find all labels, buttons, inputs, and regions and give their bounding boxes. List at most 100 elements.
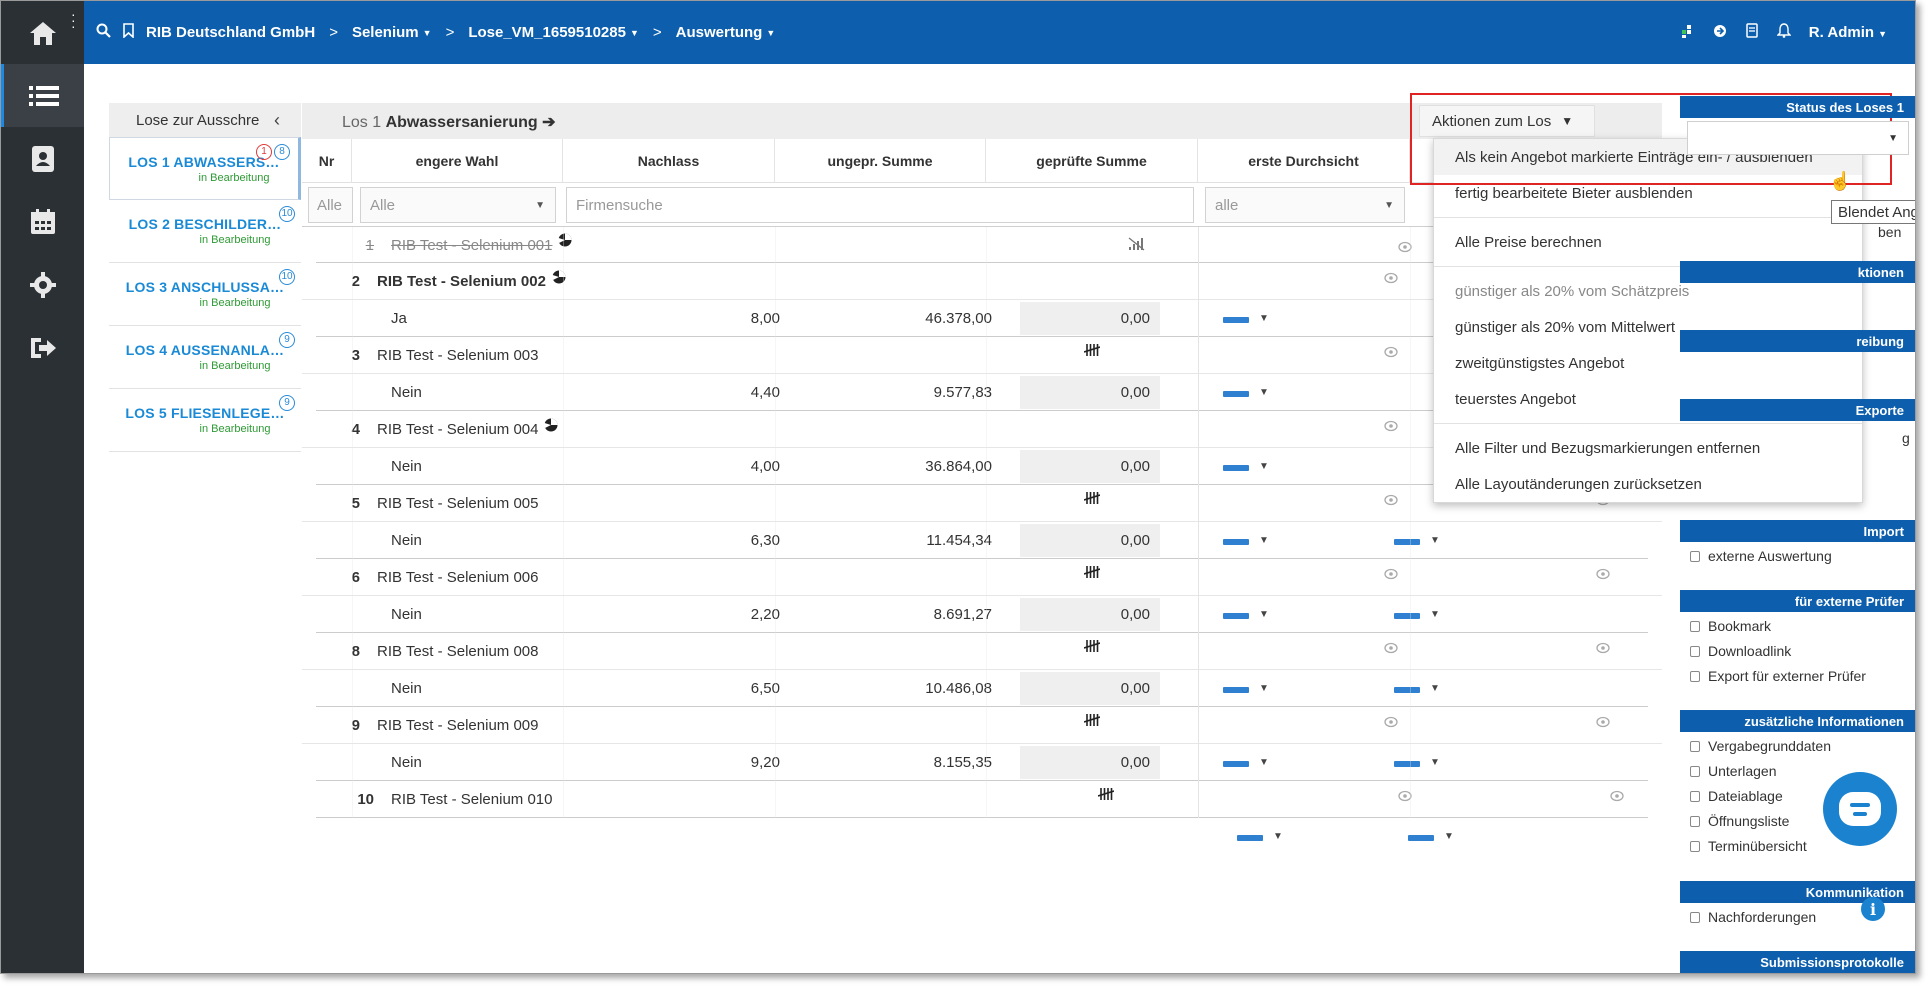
bell-icon[interactable] <box>1776 23 1792 42</box>
bidder-name[interactable]: RIB Test - Selenium 010 <box>391 791 553 808</box>
gepr-summe-value[interactable]: 0,00 <box>1020 598 1160 631</box>
eye-icon[interactable] <box>1384 271 1398 287</box>
eye-icon[interactable] <box>1596 715 1610 731</box>
eye-icon[interactable] <box>1398 240 1412 256</box>
column-header-nachlass[interactable]: Nachlass <box>563 139 775 183</box>
unterlagen-link[interactable]: Unterlagen <box>1690 763 1777 779</box>
bidder-name[interactable]: RIB Test - Selenium 004 <box>377 411 558 448</box>
status-bar-icon[interactable] <box>1394 687 1420 693</box>
caret-down-icon[interactable]: ▼ <box>1259 757 1269 768</box>
table-row[interactable]: 3 RIB Test - Selenium 003 ▼ <box>302 337 1662 398</box>
tally-icon[interactable] <box>1097 787 1115 806</box>
status-select[interactable]: ▼ <box>1687 121 1909 155</box>
gepr-summe-value[interactable]: 0,00 <box>1020 524 1160 557</box>
contact-book-icon[interactable] <box>1 127 84 190</box>
status-bar-icon[interactable] <box>1394 761 1420 767</box>
nachforderungen-link[interactable]: Nachforderungen <box>1690 909 1816 925</box>
caret-down-icon[interactable]: ▼ <box>1259 461 1269 472</box>
status-bar-icon[interactable] <box>1223 539 1249 545</box>
column-header-nr[interactable]: Nr <box>302 139 352 183</box>
table-row[interactable]: 5 RIB Test - Selenium 005 ▼ ▼ <box>302 485 1662 546</box>
engere-wahl-filter[interactable]: Alle ▼ <box>360 187 556 223</box>
breadcrumb-evaluation[interactable]: Auswertung ▼ <box>675 24 776 41</box>
table-row[interactable]: 6 RIB Test - Selenium 006 ▼ ▼ <box>302 559 1662 620</box>
caret-down-icon[interactable]: ▼ <box>1259 683 1269 694</box>
status-bar-icon[interactable] <box>1223 391 1249 397</box>
bookmark-icon[interactable] <box>123 22 134 43</box>
pie-chart-icon[interactable] <box>544 418 558 436</box>
gepr-summe-value[interactable]: 0,00 <box>1020 450 1160 483</box>
bookmark-link[interactable]: Bookmark <box>1690 618 1771 634</box>
table-row[interactable]: 9 RIB Test - Selenium 009 ▼ ▼ <box>302 707 1662 768</box>
table-row[interactable]: 4 RIB Test - Selenium 004 ▼ <box>302 411 1662 472</box>
logout-icon[interactable] <box>1 316 84 379</box>
status-bar-icon[interactable] <box>1394 613 1420 619</box>
status-bar-icon[interactable] <box>1394 539 1420 545</box>
eye-icon[interactable] <box>1384 715 1398 731</box>
eye-icon[interactable] <box>1384 345 1398 361</box>
caret-down-icon[interactable]: ▼ <box>1273 831 1283 842</box>
eye-icon[interactable] <box>1610 789 1624 805</box>
table-row[interactable]: 2 RIB Test - Selenium 002 ▼ <box>302 263 1662 324</box>
caret-down-icon[interactable]: ▼ <box>1430 535 1440 546</box>
lot-item-4[interactable]: LOS 4 AUSSENANLA… in Bearbeitung 9 <box>109 326 301 389</box>
menu-item[interactable]: teuerstes Angebot <box>1455 390 1576 408</box>
menu-item[interactable]: Alle Preise berechnen <box>1455 233 1602 251</box>
menu-item[interactable]: günstiger als 20% vom Schätzpreis <box>1455 282 1690 300</box>
table-row[interactable]: 1 RIB Test - Selenium 001 <box>316 227 1648 263</box>
firmensuche-input[interactable]: Firmensuche <box>566 187 1194 223</box>
nr-filter[interactable]: Alle <box>308 187 353 223</box>
caret-down-icon[interactable]: ▼ <box>1430 757 1440 768</box>
column-header-engere-wahl[interactable]: engere Wahl <box>352 139 563 183</box>
gepr-summe-value[interactable]: 0,00 <box>1020 376 1160 409</box>
eye-icon[interactable] <box>1398 789 1412 805</box>
lot-item-5[interactable]: LOS 5 FLIESENLEGE… in Bearbeitung 9 <box>109 389 301 452</box>
apps-icon[interactable] <box>1681 24 1695 42</box>
status-bar-icon[interactable] <box>1223 317 1249 323</box>
export-reviewer-link[interactable]: Export für externer Prüfer <box>1690 668 1866 684</box>
lot-item-1[interactable]: LOS 1 ABWASSERS… in Bearbeitung 1 8 <box>109 137 301 200</box>
gepr-summe-value[interactable]: 0,00 <box>1020 746 1160 779</box>
caret-down-icon[interactable]: ▼ <box>1259 535 1269 546</box>
bidder-name[interactable]: RIB Test - Selenium 006 <box>377 569 539 586</box>
collapse-chevron-icon[interactable]: ‹ <box>274 109 280 130</box>
caret-down-icon[interactable]: ▼ <box>1444 831 1454 842</box>
transfer-icon[interactable] <box>1713 24 1727 42</box>
bidder-name[interactable]: RIB Test - Selenium 005 <box>377 495 539 512</box>
menu-item[interactable]: Alle Filter und Bezugsmarkierungen entfe… <box>1455 439 1761 457</box>
terminuebersicht-link[interactable]: Terminübersicht <box>1690 838 1807 854</box>
caret-down-icon[interactable]: ▼ <box>1259 313 1269 324</box>
caret-down-icon[interactable]: ▼ <box>1430 609 1440 620</box>
eye-icon[interactable] <box>1384 493 1398 509</box>
pie-chart-icon[interactable] <box>552 270 566 288</box>
lot-actions-button[interactable]: Aktionen zum Los ▼ <box>1419 105 1595 137</box>
tally-icon[interactable] <box>1083 639 1101 658</box>
eye-icon[interactable] <box>1596 641 1610 657</box>
column-header-erste-durchsicht[interactable]: erste Durchsicht <box>1198 139 1410 183</box>
chat-button[interactable] <box>1823 772 1897 846</box>
breadcrumb-company[interactable]: RIB Deutschland GmbH <box>146 24 316 41</box>
menu-item[interactable]: günstiger als 20% vom Mittelwert <box>1455 318 1676 336</box>
tally-icon[interactable] <box>1083 491 1101 510</box>
calendar-icon[interactable] <box>1 190 84 253</box>
bidder-name[interactable]: RIB Test - Selenium 002 <box>377 263 566 300</box>
menu-item[interactable]: fertig bearbeitete Bieter ausblenden <box>1455 184 1693 202</box>
eye-icon[interactable] <box>1384 419 1398 435</box>
lot-item-3[interactable]: LOS 3 ANSCHLUSSA… in Bearbeitung 10 <box>109 263 301 326</box>
gepr-summe-value[interactable]: 0,00 <box>1020 302 1160 335</box>
column-header-ungeprueft[interactable]: ungepr. Summe <box>775 139 986 183</box>
gepr-summe-value[interactable]: 0,00 <box>1020 672 1160 705</box>
info-icon[interactable]: i <box>1861 897 1885 921</box>
document-check-icon[interactable] <box>1745 23 1759 42</box>
downloadlink-link[interactable]: Downloadlink <box>1690 643 1791 659</box>
tally-icon[interactable] <box>1083 343 1101 362</box>
bidder-name[interactable]: RIB Test - Selenium 009 <box>377 717 539 734</box>
eye-icon[interactable] <box>1596 567 1610 583</box>
status-bar-icon[interactable] <box>1223 761 1249 767</box>
menu-item[interactable]: Alle Layoutänderungen zurücksetzen <box>1455 475 1702 493</box>
bidder-name[interactable]: RIB Test - Selenium 001 <box>391 227 572 263</box>
arrow-right-icon[interactable]: ➔ <box>542 114 556 131</box>
rail-menu-dots-icon[interactable]: · · · <box>71 6 76 34</box>
bidder-name[interactable]: RIB Test - Selenium 008 <box>377 643 539 660</box>
table-row[interactable]: 8 RIB Test - Selenium 008 ▼ ▼ <box>302 633 1662 694</box>
